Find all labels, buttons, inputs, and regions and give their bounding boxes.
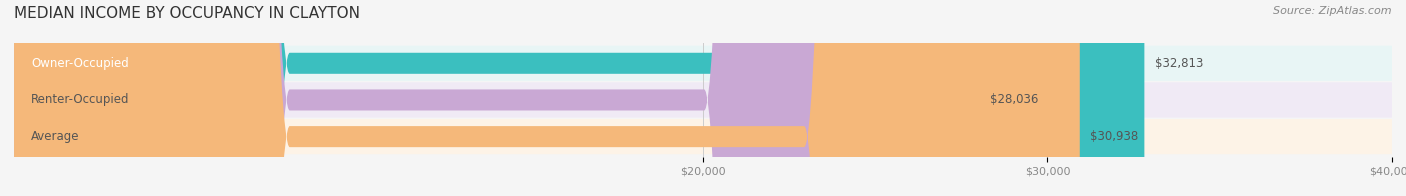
FancyBboxPatch shape [14, 82, 1392, 118]
FancyBboxPatch shape [14, 46, 1392, 81]
Text: MEDIAN INCOME BY OCCUPANCY IN CLAYTON: MEDIAN INCOME BY OCCUPANCY IN CLAYTON [14, 6, 360, 21]
Text: $28,036: $28,036 [990, 93, 1039, 106]
FancyBboxPatch shape [14, 0, 1080, 196]
Text: Renter-Occupied: Renter-Occupied [31, 93, 129, 106]
FancyBboxPatch shape [14, 0, 1144, 196]
Text: Average: Average [31, 130, 80, 143]
Text: Source: ZipAtlas.com: Source: ZipAtlas.com [1274, 6, 1392, 16]
Text: $30,938: $30,938 [1090, 130, 1139, 143]
Text: $32,813: $32,813 [1154, 57, 1204, 70]
FancyBboxPatch shape [14, 0, 980, 196]
FancyBboxPatch shape [14, 119, 1392, 154]
Text: Owner-Occupied: Owner-Occupied [31, 57, 129, 70]
